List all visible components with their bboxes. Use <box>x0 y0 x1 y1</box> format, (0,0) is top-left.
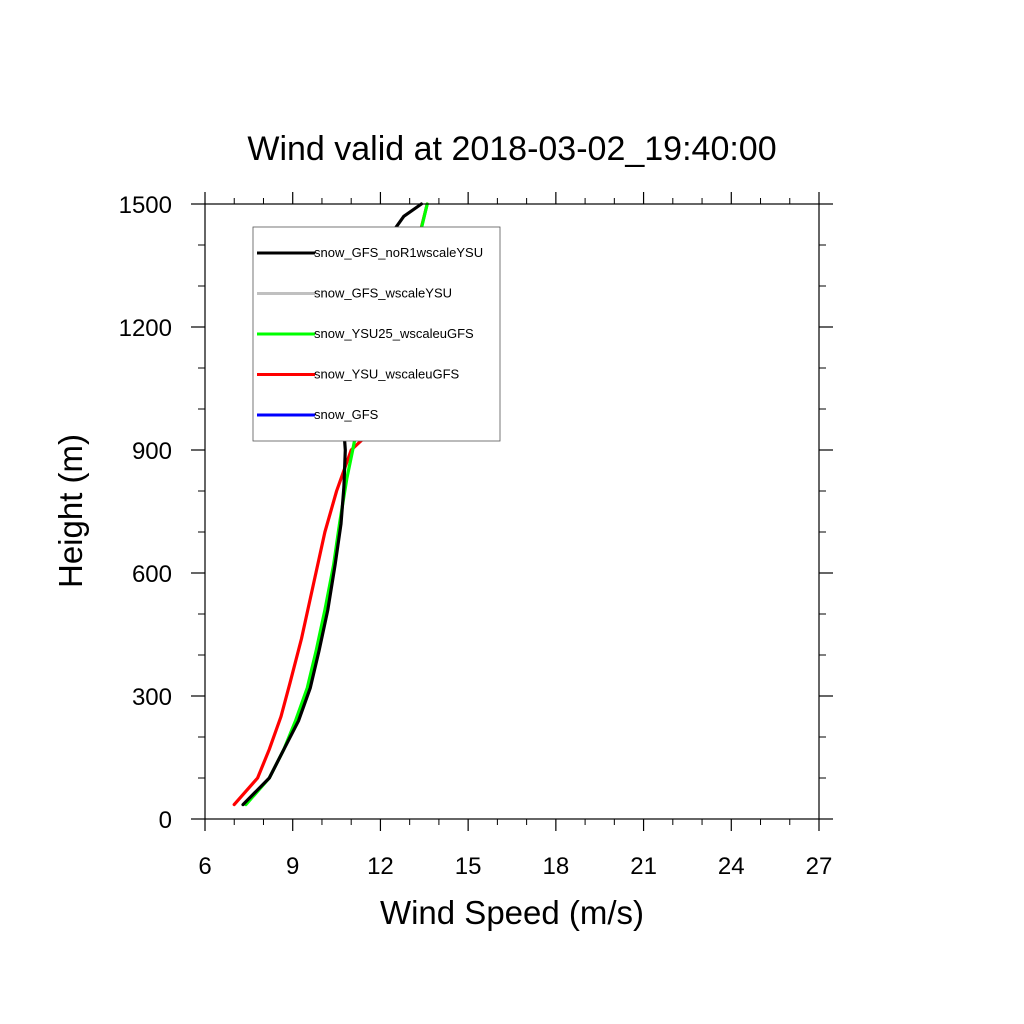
plot-frame <box>204 203 820 820</box>
x-tick-label: 21 <box>630 853 657 880</box>
y-tick-label: 1200 <box>119 315 172 342</box>
x-axis-label: Wind Speed (m/s) <box>380 894 644 931</box>
y-axis-label: Height (m) <box>52 434 89 588</box>
legend-label: snow_YSU25_wscaleuGFS <box>314 326 474 341</box>
axis-ticks <box>191 192 833 831</box>
x-tick-label: 18 <box>543 853 570 880</box>
legend-label: snow_YSU_wscaleuGFS <box>314 367 460 382</box>
legend-label: snow_GFS_wscaleYSU <box>314 286 452 301</box>
x-tick-label: 9 <box>286 853 299 880</box>
chart-title: Wind valid at 2018-03-02_19:40:00 <box>247 130 776 168</box>
y-tick-label: 1500 <box>119 192 172 219</box>
x-tick-label: 15 <box>455 853 482 880</box>
y-tick-label: 600 <box>132 561 172 588</box>
legend: snow_GFS_noR1wscaleYSU snow_GFS_wscaleYSU… <box>252 226 501 442</box>
x-tick-label: 24 <box>718 853 745 880</box>
x-tick-label: 27 <box>806 853 833 880</box>
y-tick-label: 900 <box>132 438 172 465</box>
axis-tick-labels: 6 9 12 15 18 21 24 27 0 300 600 900 1200 1500 <box>119 192 833 880</box>
x-tick-label: 6 <box>198 853 211 880</box>
legend-label: snow_GFS_noR1wscaleYSU <box>314 245 483 260</box>
legend-label: snow_GFS <box>314 407 379 422</box>
x-tick-label: 12 <box>367 853 394 880</box>
y-tick-label: 300 <box>132 684 172 711</box>
y-tick-label: 0 <box>159 807 172 834</box>
